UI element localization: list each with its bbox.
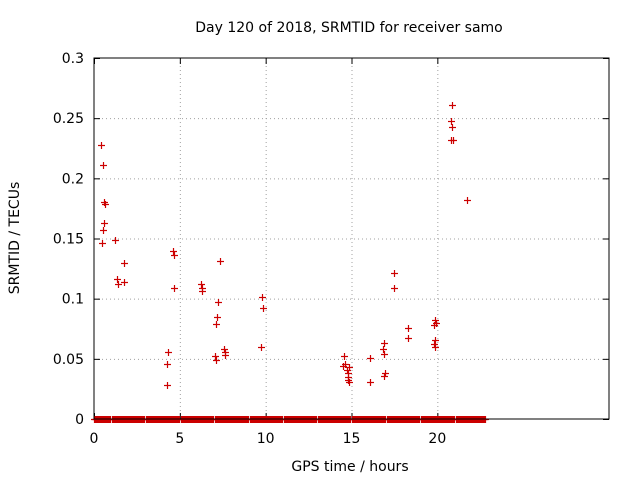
data-point bbox=[259, 294, 266, 301]
data-point bbox=[165, 349, 172, 356]
data-point bbox=[464, 197, 471, 204]
data-point bbox=[367, 379, 374, 386]
data-point bbox=[121, 279, 128, 286]
x-tick-label: 20 bbox=[428, 431, 446, 447]
data-point bbox=[222, 352, 229, 359]
data-point bbox=[449, 102, 456, 109]
x-axis-label: GPS time / hours bbox=[291, 459, 408, 475]
data-point bbox=[382, 370, 389, 377]
plot-frame bbox=[93, 57, 610, 420]
data-point bbox=[100, 227, 107, 234]
x-tick-label: 5 bbox=[175, 431, 184, 447]
y-tick-label: 0.1 bbox=[62, 292, 84, 308]
x-tick-label: 0 bbox=[90, 431, 99, 447]
data-point bbox=[405, 325, 412, 332]
data-point bbox=[171, 285, 178, 292]
data-point bbox=[99, 240, 106, 247]
data-point bbox=[341, 353, 348, 360]
data-point bbox=[115, 281, 122, 288]
data-point bbox=[258, 344, 265, 351]
chart-title: Day 120 of 2018, SRMTID for receiver sam… bbox=[195, 20, 503, 36]
data-point bbox=[381, 340, 388, 347]
data-point bbox=[367, 355, 374, 362]
y-tick-label: 0 bbox=[75, 412, 84, 428]
data-point bbox=[405, 335, 412, 342]
data-point bbox=[164, 382, 171, 389]
y-tick-label: 0.25 bbox=[53, 111, 84, 127]
data-point bbox=[217, 258, 224, 265]
data-point bbox=[98, 142, 105, 149]
y-tick-label: 0.2 bbox=[62, 171, 84, 187]
grid-lines bbox=[94, 58, 609, 419]
data-point bbox=[391, 270, 398, 277]
data-point bbox=[221, 346, 228, 353]
data-point bbox=[432, 337, 439, 344]
data-point bbox=[346, 364, 353, 371]
data-point bbox=[198, 281, 205, 288]
y-tick-label: 0.05 bbox=[53, 352, 84, 368]
data-point bbox=[391, 285, 398, 292]
data-point bbox=[431, 322, 438, 329]
data-point bbox=[112, 237, 119, 244]
data-point bbox=[380, 346, 387, 353]
data-point bbox=[170, 248, 177, 255]
data-points bbox=[91, 102, 489, 423]
y-axis-label: SRMTID / TECUs bbox=[7, 182, 23, 295]
data-point bbox=[260, 305, 267, 312]
data-point bbox=[432, 317, 439, 324]
x-tick-label: 15 bbox=[343, 431, 361, 447]
y-tick-label: 0.15 bbox=[53, 232, 84, 248]
data-point bbox=[164, 361, 171, 368]
data-point bbox=[450, 137, 457, 144]
data-point bbox=[199, 288, 206, 295]
tick-labels: 0 5 10 15 20 0 0.05 0.1 0.15 0.2 0.25 0.3 bbox=[53, 51, 446, 447]
data-point bbox=[381, 373, 388, 380]
data-point bbox=[346, 379, 353, 386]
x-tick-label: 10 bbox=[257, 431, 275, 447]
data-point bbox=[449, 124, 456, 131]
data-point bbox=[212, 353, 219, 360]
data-point bbox=[431, 341, 438, 348]
data-point bbox=[214, 314, 221, 321]
data-point bbox=[171, 252, 178, 259]
data-point bbox=[215, 299, 222, 306]
data-point bbox=[340, 363, 347, 370]
data-point bbox=[100, 162, 107, 169]
data-point bbox=[381, 351, 388, 358]
data-point bbox=[448, 118, 455, 125]
data-point bbox=[121, 260, 128, 267]
data-point bbox=[432, 344, 439, 351]
data-point bbox=[114, 276, 121, 283]
data-point bbox=[102, 201, 109, 208]
data-point bbox=[213, 321, 220, 328]
data-point bbox=[213, 357, 220, 364]
data-point bbox=[101, 220, 108, 227]
y-tick-label: 0.3 bbox=[62, 51, 84, 67]
